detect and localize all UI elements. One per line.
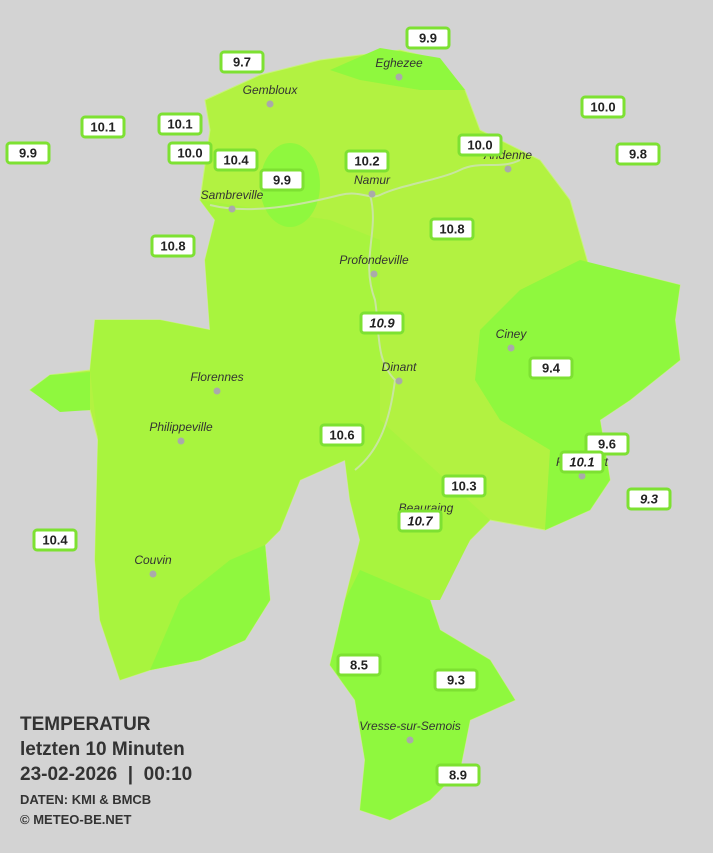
station-value: 9.7 (233, 54, 251, 69)
city-dot (149, 570, 157, 578)
city-dot (177, 437, 185, 445)
station-box (213, 148, 259, 172)
city-dot (213, 387, 221, 395)
city-label: Profondeville (339, 253, 409, 267)
station-value: 10.4 (223, 152, 249, 167)
city-label: Dinant (382, 360, 417, 374)
station-box (580, 95, 626, 119)
station-box (433, 668, 479, 692)
station-value: 9.9 (273, 172, 291, 187)
city-dot (395, 377, 403, 385)
city-label: Namur (354, 173, 391, 187)
station-value: 10.6 (329, 427, 354, 442)
city-dot (228, 205, 236, 213)
station-box (150, 234, 196, 258)
zone-cool (475, 260, 680, 530)
station-value: 10.0 (590, 99, 615, 114)
zone-cool (150, 545, 270, 670)
station-value: 9.8 (629, 146, 647, 161)
city-label: Gembloux (243, 83, 299, 97)
station-value: 10.9 (369, 315, 395, 330)
city-label: Eghezee (375, 56, 423, 70)
city-dot (266, 100, 274, 108)
station-box (319, 423, 365, 447)
city-label: Ciney (496, 327, 528, 341)
station-box (441, 474, 487, 498)
station-value: 10.3 (451, 478, 476, 493)
station-value: 8.5 (350, 657, 368, 672)
title-line2: letzten 10 Minuten (20, 739, 185, 760)
station-value: 10.1 (569, 454, 594, 469)
city-label: Couvin (134, 553, 172, 567)
station-value: 9.9 (419, 30, 437, 45)
city-dot (368, 190, 376, 198)
station-value: 9.3 (447, 672, 465, 687)
station-box (32, 528, 78, 552)
title-copyright: © METEO-BE.NET (20, 812, 131, 827)
city-label: Philippeville (149, 420, 213, 434)
station-box (405, 26, 451, 50)
station-box (259, 168, 305, 192)
station-value: 9.4 (542, 360, 561, 375)
city-dot (406, 736, 414, 744)
station-box (167, 141, 213, 165)
city-dot (507, 344, 515, 352)
station-box (615, 142, 661, 166)
city-label: Vresse-sur-Semois (359, 719, 461, 733)
station-box (626, 487, 672, 511)
station-value: 8.9 (449, 767, 467, 782)
station-value: 10.7 (407, 513, 433, 528)
station-value: 10.8 (160, 238, 185, 253)
station-box (359, 311, 405, 335)
city-label: Florennes (190, 370, 243, 384)
station-box (80, 115, 126, 139)
station-value: 9.6 (598, 436, 616, 451)
station-value: 10.0 (177, 145, 202, 160)
city-dot (504, 165, 512, 173)
station-value: 9.9 (19, 145, 37, 160)
station-value: 10.0 (467, 137, 492, 152)
title-source: DATEN: KMI & BMCB (20, 792, 151, 807)
river (209, 159, 521, 471)
station-value: 10.2 (354, 153, 379, 168)
city-label: Sambreville (201, 188, 264, 202)
station-value: 10.1 (90, 119, 115, 134)
zone (90, 200, 490, 680)
station-box (559, 450, 605, 474)
title-line3: 23-02-2026 | 00:10 (20, 764, 192, 785)
zone-cool (330, 570, 515, 820)
zone-cool (330, 48, 465, 90)
station-box (397, 509, 443, 533)
station-box (457, 133, 503, 157)
station-box (584, 432, 630, 456)
station-value: 10.4 (42, 532, 68, 547)
station-value: 9.3 (640, 491, 659, 506)
station-box (528, 356, 574, 380)
station-box (336, 653, 382, 677)
station-box (344, 149, 390, 173)
city-dot (370, 270, 378, 278)
station-box (219, 50, 265, 74)
station-value: 10.1 (167, 116, 192, 131)
city-dot (578, 472, 586, 480)
station-box (429, 217, 475, 241)
title-line1: TEMPERATUR (20, 714, 151, 735)
zone-cool (30, 372, 90, 412)
city-dot (395, 73, 403, 81)
station-box (435, 763, 481, 787)
station-box (157, 112, 203, 136)
station-value: 10.8 (439, 221, 464, 236)
station-box (5, 141, 51, 165)
